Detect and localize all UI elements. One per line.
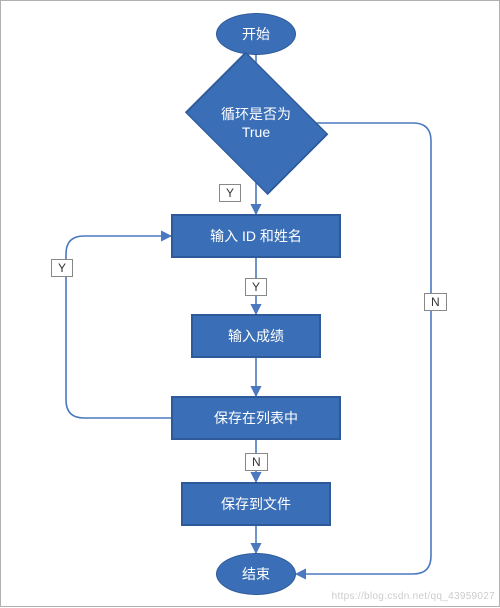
terminator-node-end: 结束 [216,553,296,595]
node-label: 保存在列表中 [214,409,298,427]
node-label: 输入成绩 [228,327,284,345]
node-label: 保存到文件 [221,495,291,513]
edge-label-p1-p2: Y [245,278,267,296]
watermark: https://blog.csdn.net/qq_43959027 [332,591,495,602]
decision-label: 循环是否为True [196,79,316,167]
terminator-node-start: 开始 [216,13,296,55]
flowchart-canvas: 开始循环是否为True 输入 ID 和姓名输入成绩保存在列表中保存到文件结束 Y Y… [0,0,500,607]
node-label: 结束 [242,565,270,583]
process-node-p4: 保存到文件 [181,482,331,526]
process-node-p1: 输入 ID 和姓名 [171,214,341,258]
edge-label-cond-end: N [424,293,447,311]
edge-label-p3-p1: Y [51,259,73,277]
edge-p3-p1 [66,236,171,418]
edge-label-p3-p4: N [245,453,268,471]
node-label: 输入 ID 和姓名 [210,227,302,245]
process-node-p3: 保存在列表中 [171,396,341,440]
node-label: 开始 [242,25,270,43]
process-node-p2: 输入成绩 [191,314,321,358]
edge-label-cond-p1: Y [219,184,241,202]
